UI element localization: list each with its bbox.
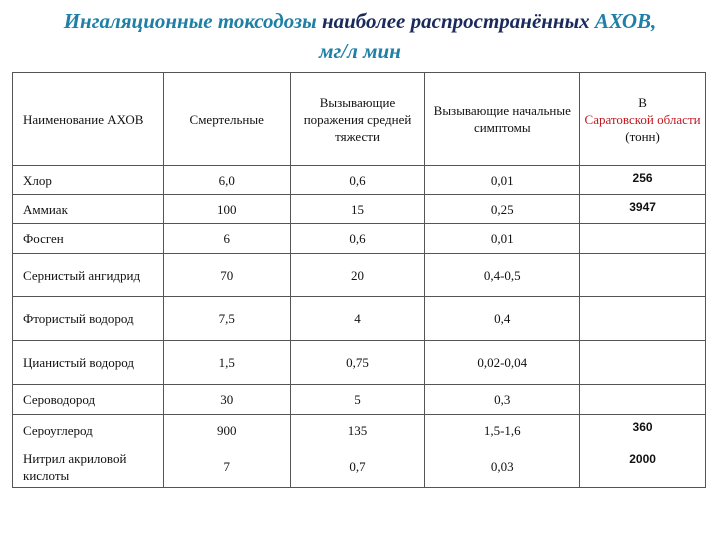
title-part: Ингаляционные токсодозы	[63, 9, 317, 33]
region-cell: 360	[579, 414, 706, 447]
header-cell: В Саратовской области (тонн)	[579, 72, 706, 166]
value-cell: 0,6	[289, 165, 426, 195]
value-cell: 7	[162, 446, 291, 488]
name-cell: Сероуглерод	[12, 414, 164, 447]
name-cell: Аммиак	[12, 194, 164, 224]
title: Ингаляционные токсодозы наиболее распрос…	[0, 6, 720, 66]
header-cell: Смертельные	[162, 72, 291, 166]
region-cell: 3947	[579, 194, 706, 224]
header-text: В	[638, 94, 647, 110]
header-row: Наименование АХОВ Смертельные Вызывающие…	[12, 72, 706, 166]
value-cell: 135	[289, 414, 426, 447]
title-part: наиболее распространённых	[321, 9, 590, 33]
value-cell: 5	[289, 384, 426, 415]
table: Наименование АХОВ Смертельные Вызывающие…	[12, 72, 706, 488]
table-row: Сероводород 30 5 0,3	[12, 384, 706, 415]
header-cell: Наименование АХОВ	[12, 72, 164, 166]
table-row: Цианистый водород 1,5 0,75 0,02-0,04	[12, 340, 706, 385]
table-row: Нитрил акриловой кислоты 7 0,7 0,03 2000	[12, 446, 706, 488]
value-cell: 4	[289, 296, 426, 341]
region-cell: 256	[579, 165, 706, 195]
table-row: Сероуглерод 900 135 1,5-1,6 360	[12, 414, 706, 447]
table-row: Фтористый водород 7,5 4 0,4	[12, 296, 706, 341]
title-part: АХОВ,	[594, 9, 657, 33]
header-text: Саратовской области	[584, 111, 701, 127]
region-cell	[579, 384, 706, 415]
value-cell: 7,5	[162, 296, 291, 341]
value-cell: 30	[162, 384, 291, 415]
value-cell: 0,25	[424, 194, 581, 224]
value-cell: 6	[162, 223, 291, 254]
title-part: мг/л мин	[319, 39, 401, 63]
value-cell: 1,5-1,6	[424, 414, 581, 447]
table-row: Аммиак 100 15 0,25 3947	[12, 194, 706, 224]
value-cell: 0,01	[424, 223, 581, 254]
region-cell: 2000	[579, 446, 706, 488]
name-cell: Фтористый водород	[12, 296, 164, 341]
value-cell: 0,03	[424, 446, 581, 488]
value-cell: 0,7	[289, 446, 426, 488]
name-cell: Хлор	[12, 165, 164, 195]
region-cell	[579, 223, 706, 254]
table-row: Хлор 6,0 0,6 0,01 256	[12, 165, 706, 195]
value-cell: 15	[289, 194, 426, 224]
name-cell: Сернистый ангидрид	[12, 253, 164, 297]
value-cell: 0,02-0,04	[424, 340, 581, 385]
header-text: (тонн)	[625, 128, 660, 144]
value-cell: 900	[162, 414, 291, 447]
region-cell	[579, 296, 706, 341]
value-cell: 0,4-0,5	[424, 253, 581, 297]
value-cell: 1,5	[162, 340, 291, 385]
region-cell	[579, 253, 706, 297]
value-cell: 0,3	[424, 384, 581, 415]
table-row: Фосген 6 0,6 0,01	[12, 223, 706, 254]
value-cell: 100	[162, 194, 291, 224]
value-cell: 0,4	[424, 296, 581, 341]
value-cell: 0,01	[424, 165, 581, 195]
value-cell: 6,0	[162, 165, 291, 195]
region-cell	[579, 340, 706, 385]
name-cell: Цианистый водород	[12, 340, 164, 385]
header-cell: Вызывающие поражения средней тяжести	[289, 72, 426, 166]
value-cell: 0,6	[289, 223, 426, 254]
name-cell: Фосген	[12, 223, 164, 254]
name-cell: Нитрил акриловой кислоты	[12, 446, 164, 488]
value-cell: 20	[289, 253, 426, 297]
value-cell: 70	[162, 253, 291, 297]
name-cell: Сероводород	[12, 384, 164, 415]
table-row: Сернистый ангидрид 70 20 0,4-0,5	[12, 253, 706, 297]
header-cell: Вызывающие начальные симптомы	[424, 72, 581, 166]
value-cell: 0,75	[289, 340, 426, 385]
